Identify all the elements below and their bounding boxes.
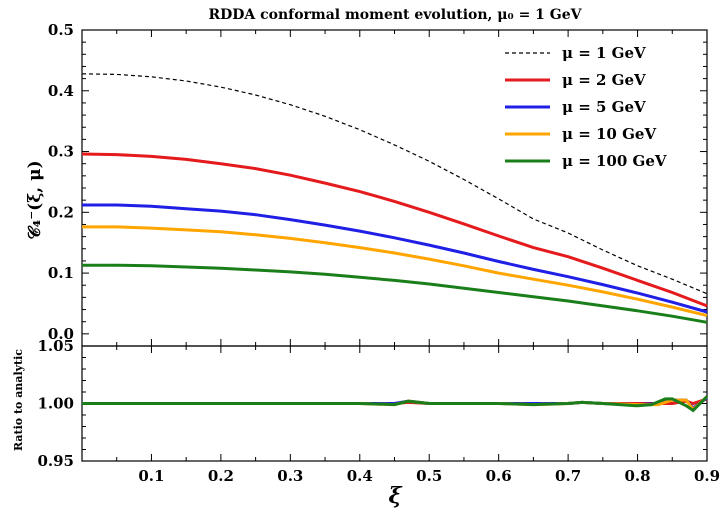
legend-label: μ = 100 GeV: [562, 152, 667, 170]
top-y-axis-label: 𝒞₄⁻(ξ, μ): [25, 160, 45, 239]
bottom-panel-ticks: 0.1 0.2 0.3 0.4 0.5 0.6 0.7 0.8 0.9 0.95 1.00 1.05: [37, 337, 720, 485]
y-tick-label: 0.4: [48, 82, 74, 100]
x-axis-label: ξ: [388, 483, 402, 509]
y-tick-label: 0.3: [48, 143, 74, 161]
x-tick-label: 0.8: [625, 467, 651, 485]
bottom-panel-series: [82, 395, 709, 413]
x-tick-label: 0.4: [347, 467, 373, 485]
series-line-5-gev: [82, 203, 708, 314]
y-tick-label: 0.0: [48, 325, 74, 343]
y-tick-label: 1.05: [37, 337, 74, 355]
legend-label: μ = 5 GeV: [562, 98, 646, 116]
legend-label: μ = 1 GeV: [562, 44, 646, 62]
bottom-y-axis-label: Ratio to analytic: [12, 349, 25, 451]
x-tick-label: 0.9: [694, 467, 720, 485]
y-tick-label: 0.95: [37, 452, 74, 470]
top-panel-series: [81, 73, 708, 324]
x-tick-label: 0.6: [486, 467, 512, 485]
y-tick-label: 0.1: [48, 264, 74, 282]
top-panel-ticks: 0.0 0.1 0.2 0.3 0.4 0.5: [48, 21, 708, 346]
chart-title: RDDA conformal moment evolution, μ₀ = 1 …: [208, 7, 582, 23]
x-tick-label: 0.7: [555, 467, 581, 485]
legend-label: μ = 2 GeV: [562, 71, 646, 89]
ratio-line-100-gev: [82, 395, 709, 413]
series-line-1-gev: [81, 73, 708, 295]
x-tick-label: 0.2: [208, 467, 234, 485]
x-tick-label: 0.3: [277, 467, 303, 485]
legend-label: μ = 10 GeV: [562, 125, 656, 143]
y-tick-label: 1.00: [37, 395, 74, 413]
series-line-2-gev: [81, 152, 708, 308]
y-tick-label: 0.5: [48, 21, 74, 39]
x-tick-label: 0.1: [138, 467, 164, 485]
legend: μ = 1 GeV μ = 2 GeV μ = 5 GeV μ = 10 GeV μ =…: [505, 44, 667, 170]
series-line-100-gev: [82, 263, 708, 324]
x-tick-label: 0.5: [416, 467, 442, 485]
series-line-10-gev: [82, 225, 708, 318]
y-tick-label: 0.2: [48, 203, 74, 221]
